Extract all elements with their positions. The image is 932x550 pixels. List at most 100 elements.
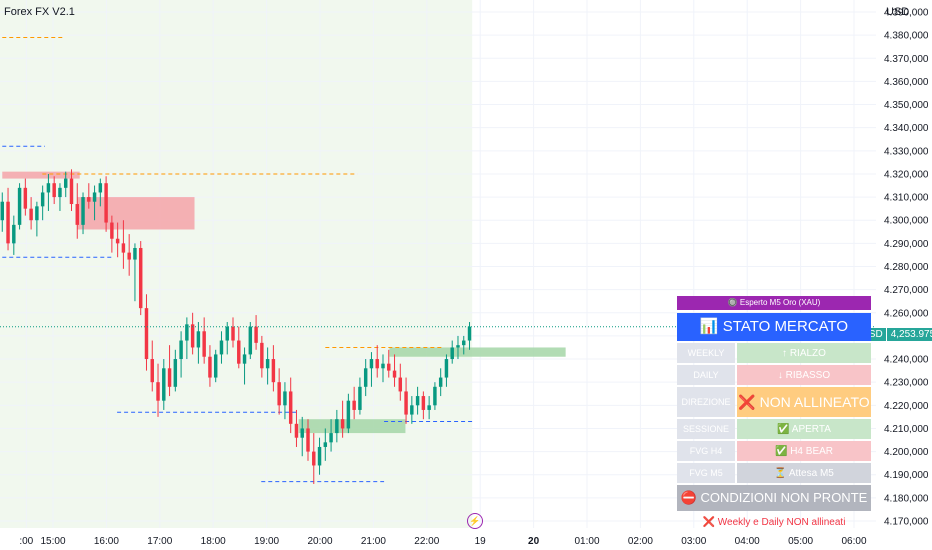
candle-body (138, 247, 143, 309)
candle-body (213, 354, 218, 378)
candle (462, 335, 466, 355)
candle (219, 331, 224, 364)
y-tick-label: 4.300,000 (884, 216, 929, 227)
candle (202, 317, 206, 364)
y-tick-label: 4.330,000 (884, 146, 929, 157)
candle-body (237, 340, 241, 364)
y-tick-label: 4.180,000 (884, 493, 929, 504)
x-tick-label: 20:00 (307, 536, 332, 547)
price-axis[interactable]: 4.390,000 4.380,000 4.370,000 4.360,000 4.35… (884, 8, 929, 528)
status-row-label: WEEKLY (677, 343, 735, 363)
candle (438, 368, 443, 397)
candle-body (29, 208, 33, 221)
time-axis[interactable]: :00 15:00 16:00 17:00 18:00 19:00 20:00 21:00 22… (19, 536, 867, 547)
candle-body (52, 183, 56, 198)
candle-body (346, 400, 351, 429)
status-row-value: ✅ H4 BEAR (737, 441, 871, 461)
status-row-daily: DAILY ↓ RIBASSO (677, 365, 871, 385)
y-tick-label: 4.360,000 (884, 77, 929, 88)
candle (242, 347, 247, 385)
indicator-title[interactable]: Forex FX V2.1 (4, 6, 75, 18)
candle (260, 335, 264, 378)
x-tick-label: 03:00 (681, 536, 706, 547)
candle (404, 377, 408, 424)
candle (156, 363, 160, 417)
candle-body (387, 363, 391, 371)
candle-body (438, 377, 443, 387)
candle (306, 419, 310, 461)
y-tick-label: 4.260,000 (884, 308, 929, 319)
candle-body (369, 359, 374, 369)
candle-body (433, 386, 437, 406)
liquidity-levels (2, 36, 475, 483)
candle-body (306, 428, 310, 452)
market-status-panel: 🔘 Esperto M5 Oro (XAU) 📊 STATO MERCATO W… (677, 296, 871, 528)
candle-body (87, 197, 91, 202)
y-tick-label: 4.290,000 (884, 239, 929, 250)
candle (265, 347, 270, 385)
candlestick-series (0, 169, 472, 484)
bear-fvg-zone (2, 171, 80, 179)
candle-body (196, 331, 201, 348)
bear-fvg-zone (77, 197, 195, 230)
bull-fvg-zone (298, 419, 406, 434)
candle (387, 349, 391, 378)
candle-body (398, 377, 403, 392)
x-tick-label: 19:00 (254, 536, 279, 547)
y-tick-label: 4.340,000 (884, 123, 929, 134)
candle-body (358, 386, 362, 410)
candle-body (254, 326, 258, 343)
candle (69, 169, 74, 211)
candle-body (98, 183, 103, 193)
lightning-icon[interactable]: ⚡ (467, 513, 483, 529)
y-tick-label: 4.220,000 (884, 401, 929, 412)
candle (288, 377, 293, 434)
x-tick-label: :00 (19, 536, 33, 547)
candle (358, 377, 362, 415)
candle (237, 326, 241, 369)
candle (410, 396, 414, 424)
candle (0, 192, 5, 232)
candle (75, 183, 79, 239)
candle-body (35, 206, 39, 221)
session-background (0, 0, 473, 528)
x-tick-label: 18:00 (201, 536, 226, 547)
x-tick-label: 17:00 (147, 536, 172, 547)
candle-body (323, 442, 328, 447)
status-row-value: ⏳ Attesa M5 (737, 463, 871, 483)
candle-body (208, 356, 212, 378)
candle (167, 345, 172, 397)
candle-body (46, 183, 51, 193)
candle (375, 345, 379, 378)
status-row-label: DIREZIONE (677, 387, 735, 417)
candle (138, 241, 143, 316)
y-tick-label: 4.200,000 (884, 447, 929, 458)
candle (40, 185, 45, 221)
status-row-weekly: WEEKLY ↑ RIALZO (677, 343, 871, 363)
panel-title: 📊 STATO MERCATO (677, 313, 871, 341)
candle-body (156, 382, 160, 401)
candle (467, 322, 472, 350)
candle-body (92, 192, 97, 202)
candle (133, 243, 137, 302)
candle-body (265, 359, 270, 369)
candle-body (167, 368, 172, 387)
y-tick-label: 4.170,000 (884, 517, 929, 528)
candle-body (317, 446, 322, 466)
currency-label: USD (886, 6, 910, 18)
candle-body (150, 359, 154, 383)
y-tick-label: 4.370,000 (884, 54, 929, 65)
candle (81, 192, 85, 235)
candle (329, 419, 333, 452)
candle-body (294, 423, 299, 438)
candle-body (456, 345, 460, 348)
candle-body (185, 324, 189, 341)
candle (392, 354, 397, 387)
x-tick-label: 06:00 (841, 536, 866, 547)
candle (29, 197, 33, 230)
candle-body (225, 326, 229, 341)
bull-fvg-zone (389, 347, 566, 357)
candle (317, 437, 322, 475)
candle-body (58, 187, 62, 198)
candle (398, 363, 403, 401)
